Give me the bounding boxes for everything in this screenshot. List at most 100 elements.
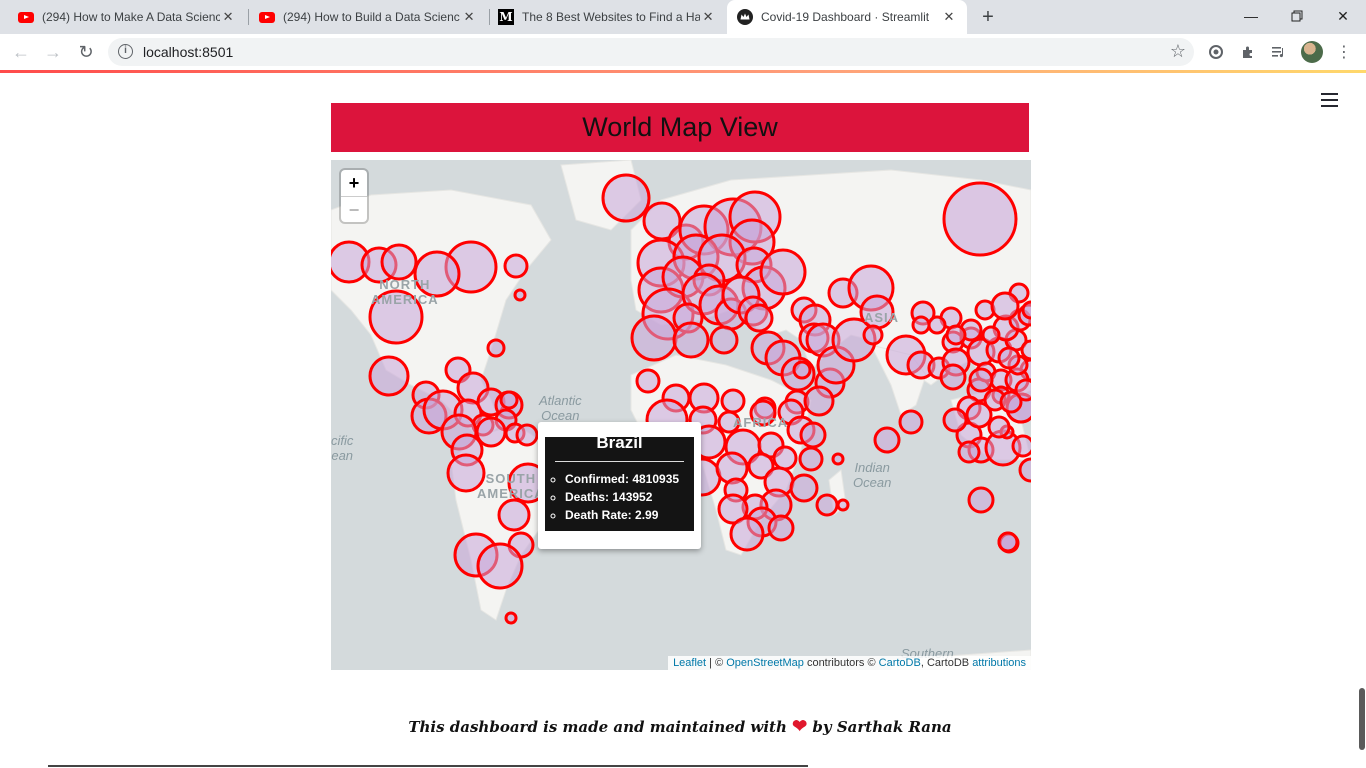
browser-tab[interactable]: M The 8 Best Websites to Find a Ha ✕: [488, 0, 726, 34]
country-marker[interactable]: [968, 367, 994, 393]
country-marker[interactable]: [446, 453, 486, 493]
reload-icon[interactable]: ↻: [78, 41, 94, 62]
site-info-icon[interactable]: i: [118, 44, 133, 59]
country-marker[interactable]: [803, 385, 835, 417]
minimize-icon[interactable]: —: [1244, 8, 1258, 24]
extension-icon[interactable]: [1206, 42, 1226, 62]
country-marker[interactable]: [744, 303, 774, 333]
country-marker[interactable]: [831, 452, 845, 466]
country-marker[interactable]: [749, 399, 777, 427]
country-marker[interactable]: [873, 426, 901, 454]
country-marker[interactable]: [911, 315, 931, 335]
country-marker[interactable]: [717, 410, 741, 434]
country-marker[interactable]: [709, 325, 739, 355]
browser-toolbar: ← → ↻ i localhost:8501 ☆ ⋮: [0, 34, 1366, 70]
media-queue-icon[interactable]: [1269, 42, 1289, 62]
attributions-link[interactable]: attributions: [972, 657, 1026, 669]
country-marker[interactable]: [497, 498, 531, 532]
country-marker[interactable]: [945, 324, 967, 346]
country-marker[interactable]: [630, 314, 678, 362]
country-marker[interactable]: [1011, 434, 1031, 458]
country-marker[interactable]: [942, 181, 1018, 257]
country-marker[interactable]: [772, 445, 798, 471]
profile-avatar[interactable]: [1301, 41, 1323, 63]
browser-tab-active[interactable]: Covid-19 Dashboard · Streamlit ✕: [727, 0, 967, 34]
country-marker[interactable]: [513, 288, 527, 302]
puzzle-extensions-icon[interactable]: [1238, 42, 1258, 62]
country-marker[interactable]: [476, 542, 524, 590]
back-icon[interactable]: ←: [12, 41, 30, 62]
label-africa: AFRICA: [733, 415, 789, 430]
country-marker[interactable]: [729, 516, 765, 552]
country-marker[interactable]: [789, 473, 819, 503]
close-icon[interactable]: ✕: [702, 9, 714, 24]
country-marker[interactable]: [747, 452, 775, 480]
country-marker[interactable]: [997, 346, 1021, 370]
country-marker[interactable]: [672, 321, 710, 359]
country-marker[interactable]: [380, 243, 418, 281]
youtube-icon: [259, 9, 275, 25]
window-close-icon[interactable]: ✕: [1337, 7, 1349, 24]
browser-tab[interactable]: (294) How to Make A Data Scienc ✕: [8, 0, 246, 34]
country-marker[interactable]: [413, 250, 461, 298]
country-marker[interactable]: [967, 486, 995, 514]
country-marker[interactable]: [815, 493, 839, 517]
country-marker[interactable]: [927, 315, 947, 335]
country-marker[interactable]: [635, 368, 661, 394]
country-marker[interactable]: [965, 401, 993, 429]
country-marker[interactable]: [767, 514, 795, 542]
hamburger-menu-icon[interactable]: [1321, 93, 1338, 107]
footer-author: by Sarthak Rana: [812, 718, 952, 736]
country-marker[interactable]: [1021, 300, 1031, 320]
scrollbar-thumb[interactable]: [1359, 688, 1365, 750]
zoom-in-button[interactable]: +: [348, 173, 360, 193]
streamlit-crown-icon: [737, 9, 753, 25]
new-tab-icon[interactable]: +: [982, 6, 994, 28]
country-marker[interactable]: [942, 407, 968, 433]
zoom-out-button[interactable]: −: [341, 196, 367, 222]
tab-title: (294) How to Build a Data Scienc: [283, 10, 460, 24]
country-marker[interactable]: [486, 338, 506, 358]
country-marker[interactable]: [939, 363, 967, 391]
country-marker[interactable]: [515, 423, 539, 447]
country-marker[interactable]: [981, 325, 1001, 345]
close-icon[interactable]: ✕: [463, 9, 475, 24]
close-icon[interactable]: ✕: [943, 9, 955, 24]
bookmark-star-icon[interactable]: ☆: [1169, 41, 1186, 61]
country-marker[interactable]: [759, 248, 807, 296]
country-marker[interactable]: [999, 390, 1023, 414]
tooltip-country-name: Brazil: [596, 433, 643, 452]
forward-icon[interactable]: →: [44, 41, 62, 62]
country-marker[interactable]: [1020, 339, 1031, 361]
chrome-menu-icon[interactable]: ⋮: [1336, 44, 1352, 61]
country-marker[interactable]: [987, 415, 1011, 439]
leaflet-link[interactable]: Leaflet: [673, 657, 707, 669]
browser-tab[interactable]: (294) How to Build a Data Scienc ✕: [249, 0, 487, 34]
osm-link[interactable]: OpenStreetMap: [726, 657, 804, 669]
country-marker[interactable]: [799, 421, 827, 449]
country-marker[interactable]: [862, 324, 884, 346]
country-marker[interactable]: [1018, 457, 1031, 483]
address-bar[interactable]: i localhost:8501 ☆: [108, 38, 1194, 66]
country-marker[interactable]: [601, 173, 651, 223]
cartodb-link[interactable]: CartoDB: [878, 657, 921, 669]
country-marker[interactable]: [504, 611, 518, 625]
country-marker[interactable]: [997, 531, 1019, 553]
country-marker[interactable]: [720, 388, 746, 414]
close-icon[interactable]: ✕: [222, 9, 234, 24]
country-marker[interactable]: [957, 440, 981, 464]
country-marker[interactable]: [792, 360, 812, 380]
country-marker[interactable]: [368, 355, 410, 397]
country-marker[interactable]: [499, 390, 519, 410]
country-marker[interactable]: [990, 291, 1020, 321]
country-marker[interactable]: [798, 446, 824, 472]
country-marker[interactable]: [717, 493, 749, 525]
country-marker[interactable]: [836, 498, 850, 512]
restore-icon[interactable]: [1274, 0, 1320, 32]
world-map[interactable]: + − NORTH AMERICA SOUTH AMERICA ASIA AFR…: [331, 160, 1031, 670]
label-asia: ASIA: [864, 310, 900, 325]
country-marker[interactable]: [503, 253, 529, 279]
country-marker[interactable]: [898, 409, 924, 435]
country-marker[interactable]: [368, 289, 424, 345]
label-atlantic-ocean: Atlantic Ocean: [539, 393, 582, 423]
